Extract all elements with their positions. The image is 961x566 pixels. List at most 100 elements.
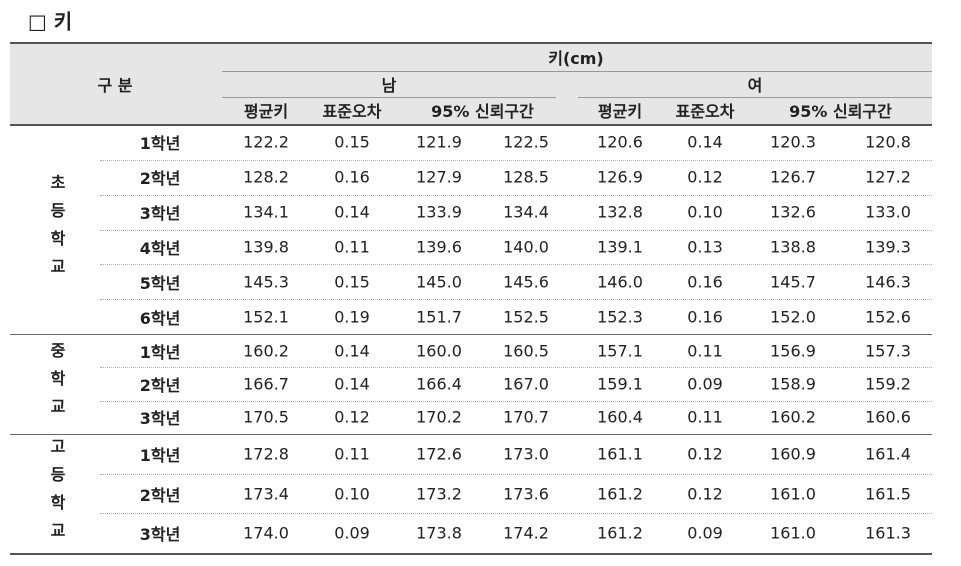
cell: 128.5 <box>503 167 549 187</box>
cell: 152.0 <box>770 307 816 327</box>
cell: 166.7 <box>243 374 289 394</box>
grade: 3학년 <box>139 525 181 545</box>
rule <box>10 334 932 335</box>
rule <box>100 299 932 301</box>
cell: 127.2 <box>865 167 911 187</box>
rule <box>100 229 932 231</box>
cell: 173.2 <box>416 484 462 503</box>
cell: 0.10 <box>687 202 723 222</box>
grade: 1학년 <box>139 445 181 465</box>
cell: 170.7 <box>503 407 549 427</box>
grade: 3학년 <box>139 409 181 429</box>
section-name: 고등학교 <box>47 437 66 550</box>
cell: 134.1 <box>243 202 289 222</box>
cell: 161.5 <box>865 484 911 503</box>
cell: 160.5 <box>503 341 549 361</box>
cell: 174.0 <box>243 523 289 543</box>
cell: 172.8 <box>243 444 289 464</box>
cell: 161.4 <box>865 444 911 464</box>
header-column: 95% 신뢰구간 <box>789 102 892 121</box>
cell: 152.1 <box>243 307 289 327</box>
cell: 146.3 <box>865 272 911 292</box>
cell: 160.2 <box>243 341 289 361</box>
rule <box>578 97 932 98</box>
cell: 172.6 <box>416 444 462 464</box>
header-sex: 여 <box>747 76 763 95</box>
cell: 159.1 <box>597 374 643 394</box>
cell: 0.16 <box>334 167 370 187</box>
rule <box>10 553 932 555</box>
cell: 157.1 <box>597 341 643 361</box>
cell: 160.0 <box>416 341 462 361</box>
cell: 133.9 <box>416 202 462 222</box>
cell: 157.3 <box>865 341 911 361</box>
cell: 133.0 <box>865 202 911 222</box>
cell: 152.6 <box>865 307 911 327</box>
rule <box>10 434 932 435</box>
rule <box>100 159 932 161</box>
rule <box>100 400 932 402</box>
cell: 161.0 <box>770 484 816 503</box>
cell: 0.09 <box>334 523 370 543</box>
cell: 174.2 <box>503 523 549 543</box>
cell: 161.0 <box>770 523 816 543</box>
cell: 158.9 <box>770 374 816 394</box>
cell: 139.1 <box>597 237 643 257</box>
header-column: 표준오차 <box>322 102 382 121</box>
grade: 2학년 <box>139 169 181 189</box>
cell: 145.3 <box>243 272 289 292</box>
cell: 167.0 <box>503 374 549 394</box>
cell: 120.3 <box>770 132 816 152</box>
cell: 120.6 <box>597 132 643 152</box>
rule <box>222 97 556 98</box>
rule <box>100 473 932 475</box>
cell: 152.5 <box>503 307 549 327</box>
cell: 0.11 <box>687 341 723 361</box>
cell: 0.12 <box>687 167 723 187</box>
cell: 0.13 <box>687 237 723 257</box>
cell: 0.11 <box>334 237 370 257</box>
cell: 0.16 <box>687 307 723 327</box>
header-measure: 키(cm) <box>548 49 604 68</box>
grade: 2학년 <box>139 376 181 395</box>
rule <box>100 264 932 266</box>
cell: 145.6 <box>503 272 549 292</box>
cell: 127.9 <box>416 167 462 187</box>
header-column: 95% 신뢰구간 <box>431 102 534 121</box>
cell: 122.2 <box>243 132 289 152</box>
cell: 160.9 <box>770 444 816 464</box>
cell: 0.15 <box>334 272 370 292</box>
cell: 170.2 <box>416 407 462 427</box>
cell: 128.2 <box>243 167 289 187</box>
cell: 0.14 <box>334 202 370 222</box>
cell: 139.3 <box>865 237 911 257</box>
cell: 160.4 <box>597 407 643 427</box>
rule <box>10 124 932 126</box>
cell: 0.11 <box>687 407 723 427</box>
cell: 126.9 <box>597 167 643 187</box>
cell: 140.0 <box>503 237 549 257</box>
grade: 5학년 <box>139 273 181 293</box>
cell: 161.1 <box>597 444 643 464</box>
cell: 0.09 <box>687 374 723 394</box>
cell: 0.16 <box>687 272 723 292</box>
cell: 122.5 <box>503 132 549 152</box>
cell: 139.6 <box>416 237 462 257</box>
cell: 151.7 <box>416 307 462 327</box>
cell: 170.5 <box>243 407 289 427</box>
grade: 1학년 <box>139 342 181 362</box>
cell: 146.0 <box>597 272 643 292</box>
rule <box>100 367 932 369</box>
cell: 126.7 <box>770 167 816 187</box>
cell: 173.8 <box>416 523 462 543</box>
cell: 0.12 <box>687 444 723 464</box>
cell: 0.12 <box>334 407 370 427</box>
cell: 132.8 <box>597 202 643 222</box>
rule <box>100 194 932 196</box>
grade: 6학년 <box>139 308 181 328</box>
cell: 0.14 <box>687 132 723 152</box>
grade: 2학년 <box>139 485 181 505</box>
header-column: 평균키 <box>243 102 289 121</box>
cell: 0.09 <box>687 523 723 543</box>
